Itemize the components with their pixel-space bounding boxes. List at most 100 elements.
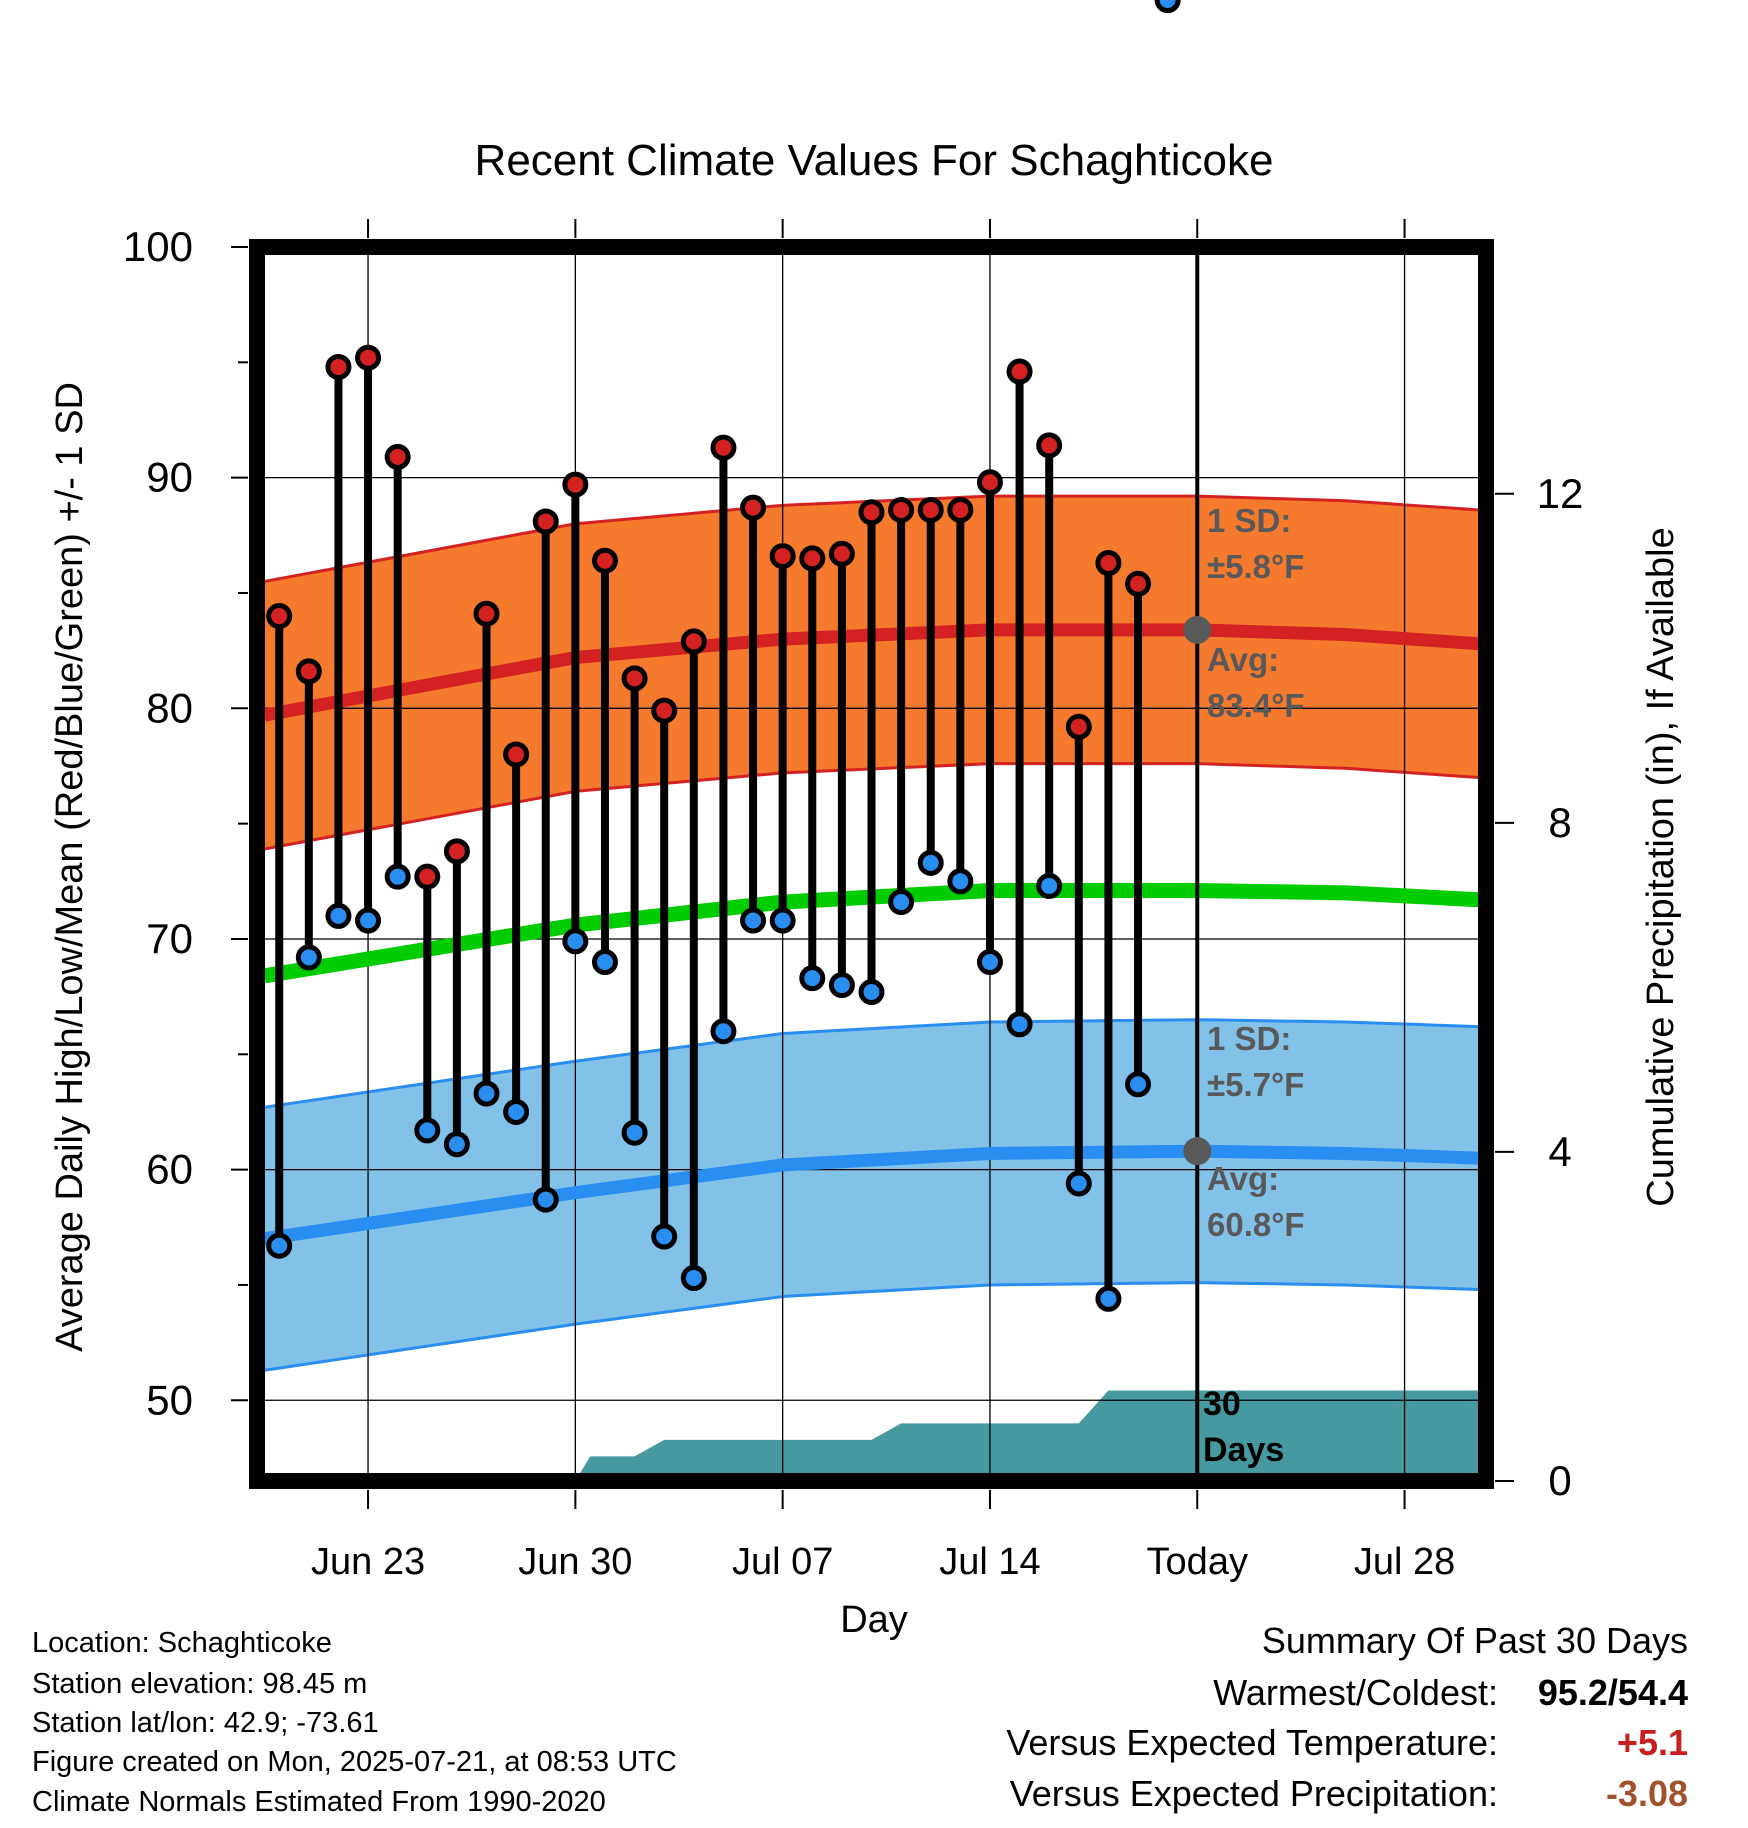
daily-low-point xyxy=(532,1186,559,1213)
summary-precipitation: Versus Expected Precipitation: -3.08 xyxy=(1010,1773,1688,1815)
low-sd-upper-edge xyxy=(264,1018,1479,1109)
daily-high-point xyxy=(976,469,1003,496)
daily-high-point xyxy=(532,508,559,535)
daily-low-point xyxy=(1065,1170,1092,1197)
daily-low-point xyxy=(1006,1011,1033,1038)
low-sd-lower-edge xyxy=(264,1281,1479,1372)
summary-warmest-coldest-label: Warmest/Coldest: xyxy=(1213,1672,1498,1713)
x-axis-label: Day xyxy=(840,1599,908,1641)
daily-high-point xyxy=(473,600,500,627)
y2-tick-label: 0 xyxy=(1548,1457,1571,1504)
summary-temperature-label: Versus Expected Temperature: xyxy=(1006,1722,1498,1763)
daily-low-point xyxy=(917,849,944,876)
daily-high-point xyxy=(621,665,648,692)
daily-low-point xyxy=(473,1080,500,1107)
y-tick-label: 100 xyxy=(123,223,193,270)
daily-high-point xyxy=(1125,570,1152,597)
daily-high-point xyxy=(917,496,944,523)
daily-low-point xyxy=(710,1018,737,1045)
today-normal-low-marker xyxy=(1183,1137,1212,1166)
x-tick-label: Jul 14 xyxy=(939,1541,1040,1583)
high-avg-value: 83.4°F xyxy=(1207,687,1305,724)
x-tick-label: Jul 28 xyxy=(1354,1541,1455,1583)
period-label-number: 30 xyxy=(1203,1385,1241,1423)
y-tick-label: 70 xyxy=(146,915,193,962)
x-tick-label: Jul 07 xyxy=(732,1541,833,1583)
summary-precipitation-value: -3.08 xyxy=(1605,1773,1688,1814)
daily-low-point xyxy=(799,965,826,992)
low-sd-value: ±5.7°F xyxy=(1207,1066,1304,1103)
daily-low-point xyxy=(976,949,1003,976)
info-latlon: Station lat/lon: 42.9; -73.61 xyxy=(32,1707,379,1739)
daily-low-point xyxy=(325,902,352,929)
daily-high-point xyxy=(769,543,796,570)
daily-high-point xyxy=(828,540,855,567)
daily-high-point xyxy=(740,494,767,521)
daily-high-point xyxy=(503,741,530,768)
y-tick-label: 80 xyxy=(146,684,193,731)
y-tick-label: 50 xyxy=(146,1376,193,1423)
y2-tick-label: 8 xyxy=(1548,799,1571,846)
y2-tick-label: 12 xyxy=(1537,470,1584,517)
normal-low-line xyxy=(263,1144,1479,1246)
daily-high-point xyxy=(888,496,915,523)
daily-high-point xyxy=(295,658,322,685)
today-normal-high-marker xyxy=(1183,615,1212,644)
period-label-unit: Days xyxy=(1203,1431,1284,1469)
daily-low-point xyxy=(503,1098,530,1125)
daily-low-point xyxy=(1036,872,1063,899)
daily-low-point xyxy=(651,1223,678,1250)
daily-high-point xyxy=(562,471,589,498)
x-tick-label: Today xyxy=(1147,1541,1248,1583)
daily-high-point xyxy=(799,545,826,572)
daily-low-point xyxy=(740,907,767,934)
x-tick-label: Jun 30 xyxy=(518,1541,632,1583)
daily-low-point xyxy=(414,1117,441,1144)
daily-high-point xyxy=(947,496,974,523)
daily-low-point xyxy=(1125,1071,1152,1098)
chart-title: Recent Climate Values For Schaghticoke xyxy=(475,136,1274,185)
daily-low-point xyxy=(1095,1285,1122,1312)
daily-low-point xyxy=(562,928,589,955)
daily-low-point xyxy=(355,907,382,934)
summary-warmest-coldest-value: 95.2/54.4 xyxy=(1537,1672,1688,1713)
info-created: Figure created on Mon, 2025-07-21, at 08… xyxy=(32,1746,677,1778)
daily-high-point xyxy=(591,547,618,574)
daily-low-point xyxy=(947,868,974,895)
daily-low-point xyxy=(858,979,885,1006)
low-avg-label: Avg: xyxy=(1207,1160,1279,1197)
daily-high-point xyxy=(1006,358,1033,385)
daily-low-point xyxy=(680,1265,707,1292)
daily-low-point xyxy=(295,944,322,971)
daily-high-point xyxy=(1065,713,1092,740)
y-tick-label: 90 xyxy=(146,454,193,501)
summary-warmest-coldest: Warmest/Coldest: 95.2/54.4 xyxy=(1213,1672,1688,1714)
daily-low-point xyxy=(888,889,915,916)
daily-high-point xyxy=(325,353,352,380)
daily-high-point xyxy=(858,499,885,526)
daily-high-point xyxy=(1095,549,1122,576)
info-elevation: Station elevation: 98.45 m xyxy=(32,1668,368,1700)
y2-axis-label: Cumulative Precipitation (in), If Availa… xyxy=(1640,527,1682,1206)
daily-high-point xyxy=(384,443,411,470)
summary-precipitation-label: Versus Expected Precipitation: xyxy=(1009,1773,1498,1814)
y2-tick-label: 4 xyxy=(1548,1128,1571,1175)
daily-low-point xyxy=(384,863,411,890)
info-normals: Climate Normals Estimated From 1990-2020 xyxy=(32,1786,606,1818)
daily-high-point xyxy=(710,434,737,461)
info-location: Location: Schaghticoke xyxy=(32,1627,332,1659)
summary-temperature: Versus Expected Temperature: +5.1 xyxy=(1006,1722,1688,1764)
daily-high-point xyxy=(443,838,470,865)
plot-frame xyxy=(249,239,1494,1489)
daily-high-point xyxy=(414,863,441,890)
plot-area: 1 SD: ±5.8°F Avg: 83.4°F 1 SD: ±5.7°F Avg: 60.8… xyxy=(123,0,1583,1583)
low-avg-value: 60.8°F xyxy=(1207,1206,1305,1243)
y-tick-label: 60 xyxy=(146,1146,193,1193)
daily-high-point xyxy=(1036,432,1063,459)
y-axis-label: Average Daily High/Low/Mean (Red/Blue/Gr… xyxy=(49,382,91,1352)
daily-low-point xyxy=(266,1232,293,1259)
daily-low-point xyxy=(443,1131,470,1158)
low-sd-label: 1 SD: xyxy=(1207,1020,1291,1057)
daily-low-point xyxy=(828,972,855,999)
